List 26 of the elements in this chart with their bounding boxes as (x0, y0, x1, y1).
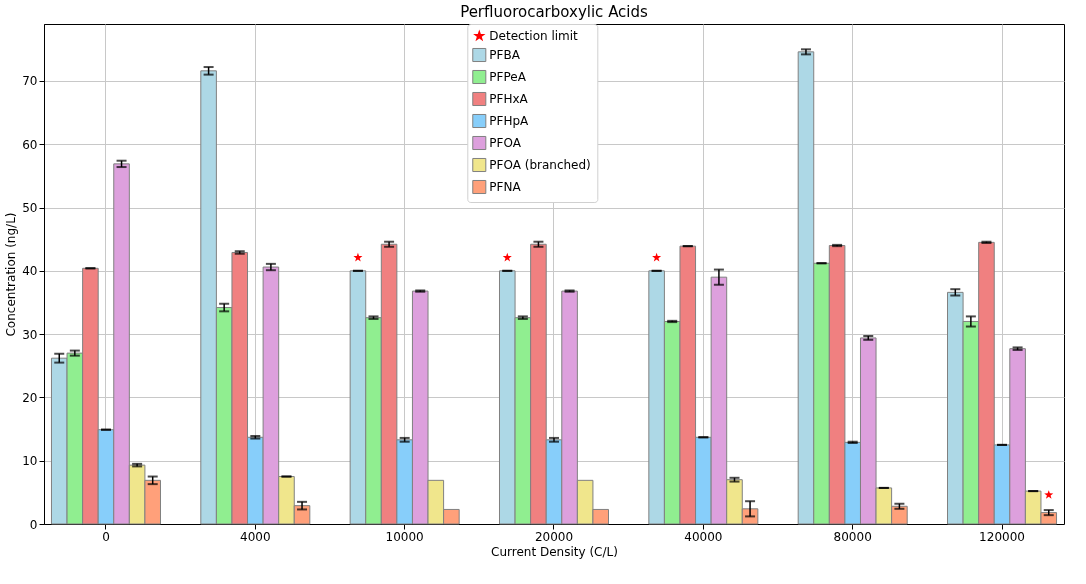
y-tick-label: 40 (22, 264, 38, 279)
x-tick-label: 0 (102, 529, 110, 544)
y-tick-label: 30 (22, 327, 38, 342)
legend-label: PFOA (489, 136, 522, 150)
legend-label: PFOA (branched) (489, 158, 591, 172)
legend-label: Detection limit (489, 29, 579, 43)
y-tick-label: 70 (22, 74, 38, 89)
y-tick-label: 0 (29, 517, 38, 532)
x-tick-label: 20000 (534, 529, 574, 544)
legend-label: PFHxA (489, 92, 529, 106)
x-tick-label: 120000 (979, 529, 1025, 544)
legend-label: PFBA (489, 48, 521, 62)
y-tick-label: 50 (22, 201, 38, 216)
x-tick-label: 10000 (385, 529, 424, 544)
y-tick-label: 10 (22, 454, 38, 469)
x-tick-label: 40000 (684, 529, 723, 544)
legend-label: PFHpA (489, 114, 530, 128)
x-tick-label: 4000 (240, 529, 271, 544)
legend-label: PFNA (489, 180, 522, 194)
x-axis-title: Current Density (C/L) (491, 544, 618, 559)
y-tick-label: 20 (22, 390, 38, 405)
y-tick-label: 60 (22, 137, 38, 152)
chart-title: Perfluorocarboxylic Acids (460, 2, 649, 21)
x-tick-label: 80000 (833, 529, 872, 544)
legend-label: PFPeA (489, 70, 527, 84)
y-axis-title: Concentration (ng/L) (4, 212, 19, 337)
